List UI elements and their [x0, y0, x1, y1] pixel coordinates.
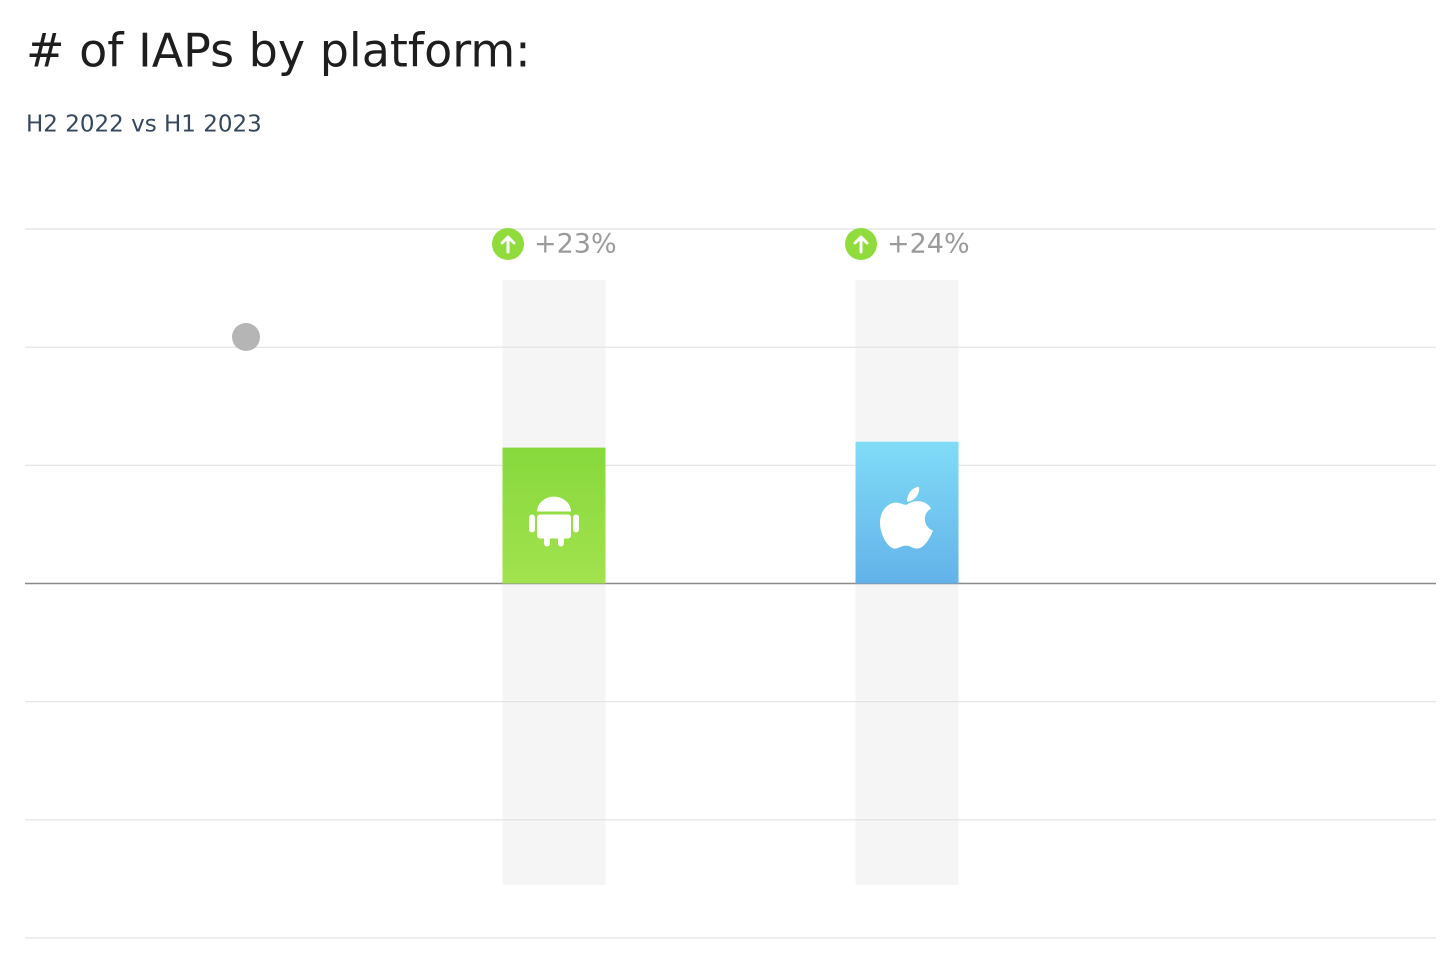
marks: +23% +24% [492, 228, 970, 584]
grid [25, 228, 1436, 939]
platform-icon [529, 496, 579, 547]
apple-icon [907, 486, 920, 502]
android-icon [544, 533, 550, 547]
android-icon [558, 533, 564, 547]
platform-icon [880, 486, 933, 549]
android-icon [573, 514, 579, 533]
chart-subtitle: H2 2022 vs H1 2023 [26, 112, 262, 138]
android-icon [537, 514, 571, 539]
value-label: +24% [887, 229, 970, 260]
up-arrow [500, 235, 516, 254]
apple-icon [880, 501, 933, 549]
marker-dot [232, 323, 260, 351]
up-arrow [853, 235, 869, 254]
android-icon [529, 514, 535, 533]
chart-title: # of IAPs by platform: [26, 24, 531, 78]
android-icon [537, 496, 571, 512]
value-label: +23% [534, 229, 617, 260]
